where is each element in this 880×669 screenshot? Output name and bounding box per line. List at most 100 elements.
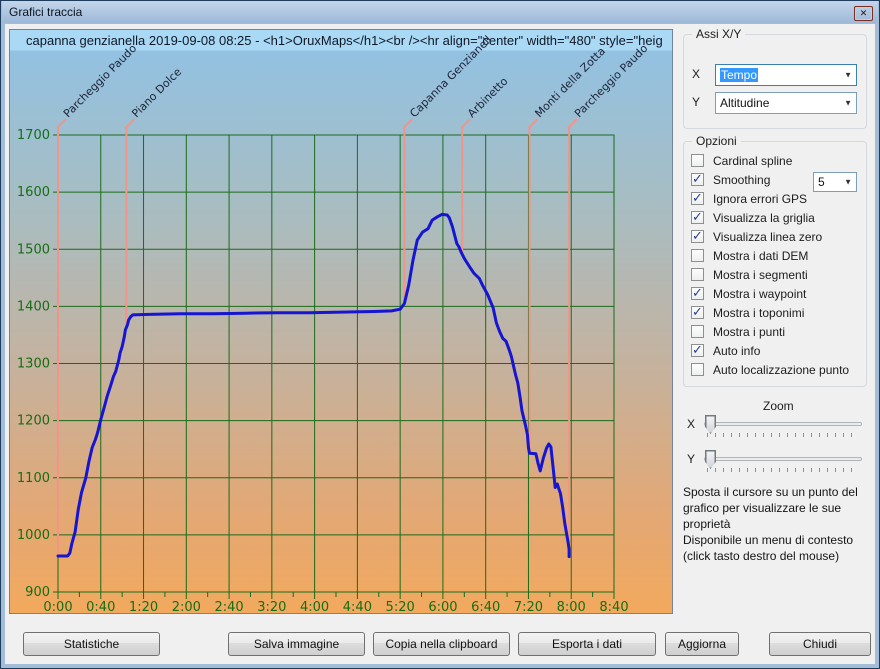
checkmark-icon: ✓ xyxy=(692,284,703,300)
svg-text:8:00: 8:00 xyxy=(557,600,586,615)
y-axis-selected-value: Altitudine xyxy=(720,96,770,110)
checkmark-icon: ✓ xyxy=(692,189,703,205)
title-bar[interactable]: Grafici traccia xyxy=(2,1,878,23)
option-label: Mostra i punti xyxy=(713,324,786,339)
option-label: Mostra i waypoint xyxy=(713,286,807,301)
option-row: Mostra i segmenti xyxy=(691,265,863,284)
close-button[interactable]: ✕ xyxy=(854,6,873,21)
x-axis-field-label: X xyxy=(692,67,701,81)
refresh-button[interactable]: Aggiorna xyxy=(665,632,739,656)
close-dialog-button-label: Chiudi xyxy=(802,637,838,651)
elevation-chart[interactable]: 900 1000 1100 1200 1300 1400 1500 1600 1700 0:00 0… xyxy=(10,33,674,615)
option-label: Smoothing xyxy=(713,172,771,187)
option-row: ✓ Auto info xyxy=(691,341,863,360)
checkmark-icon: ✓ xyxy=(692,170,703,186)
checkmark-icon: ✓ xyxy=(692,341,703,357)
option-checkbox[interactable]: ✓ xyxy=(691,341,704,357)
option-row: ✓ Visualizza linea zero xyxy=(691,227,863,246)
option-checkbox[interactable]: ✓ xyxy=(691,189,704,205)
option-checkbox[interactable] xyxy=(691,154,704,167)
svg-text:900: 900 xyxy=(25,585,50,600)
option-row: ✓ Mostra i toponimi xyxy=(691,303,863,322)
options-groupbox-legend: Opzioni xyxy=(692,134,741,148)
svg-text:1600: 1600 xyxy=(17,185,50,200)
svg-text:2:40: 2:40 xyxy=(214,600,243,615)
axes-groupbox: Assi X/Y xyxy=(683,27,867,129)
y-axis-select[interactable]: Altitudine ▼ xyxy=(715,92,857,114)
checkmark-icon: ✓ xyxy=(692,208,703,224)
svg-text:Piano Dolce: Piano Dolce xyxy=(129,65,184,120)
svg-text:Parcheggio Paudo: Parcheggio Paudo xyxy=(61,42,140,121)
svg-text:7:20: 7:20 xyxy=(514,600,543,615)
option-label: Visualizza linea zero xyxy=(713,229,823,244)
svg-text:1100: 1100 xyxy=(17,471,50,486)
option-checkbox[interactable] xyxy=(691,325,704,338)
refresh-button-label: Aggiorna xyxy=(677,637,727,651)
zoom-y-slider-ticks xyxy=(707,468,859,472)
chart-title: capanna genzianella 2019-09-08 08:25 - <… xyxy=(10,30,672,51)
help-line-1: Sposta il cursore su un punto del grafic… xyxy=(683,485,858,531)
option-checkbox[interactable] xyxy=(691,249,704,262)
svg-text:1000: 1000 xyxy=(17,528,50,543)
x-axis-select[interactable]: Tempo ▼ xyxy=(715,64,857,86)
chart-panel: capanna genzianella 2019-09-08 08:25 - <… xyxy=(9,29,674,615)
svg-text:Parcheggio Paudo: Parcheggio Paudo xyxy=(572,42,651,121)
export-data-button-label: Esporta i dati xyxy=(551,637,623,651)
statistics-button[interactable]: Statistiche xyxy=(23,632,160,656)
save-image-button[interactable]: Salva immagine xyxy=(228,632,365,656)
svg-text:1500: 1500 xyxy=(17,242,50,257)
option-checkbox[interactable]: ✓ xyxy=(691,284,704,300)
option-checkbox[interactable] xyxy=(691,363,704,376)
help-text: Sposta il cursore su un punto del grafic… xyxy=(683,484,873,564)
option-label: Auto localizzazione punto xyxy=(713,362,850,377)
copy-clipboard-button[interactable]: Copia nella clipboard xyxy=(373,632,510,656)
option-checkbox[interactable]: ✓ xyxy=(691,227,704,243)
smoothing-level-select[interactable]: 5 ▼ xyxy=(813,172,857,192)
svg-text:0:40: 0:40 xyxy=(86,600,115,615)
zoom-x-label: X xyxy=(687,417,696,431)
zoom-x-slider[interactable] xyxy=(704,415,862,434)
svg-text:4:00: 4:00 xyxy=(300,600,329,615)
option-label: Mostra i segmenti xyxy=(713,267,808,282)
zoom-x-slider-thumb[interactable] xyxy=(705,415,716,434)
chevron-down-icon: ▼ xyxy=(844,177,852,187)
zoom-y-slider[interactable] xyxy=(704,450,862,469)
save-image-button-label: Salva immagine xyxy=(253,637,340,651)
svg-text:5:20: 5:20 xyxy=(386,600,415,615)
close-dialog-button[interactable]: Chiudi xyxy=(769,632,871,656)
svg-text:Arbinetto: Arbinetto xyxy=(465,75,511,121)
options-groupbox: Opzioni xyxy=(683,134,867,387)
svg-text:1200: 1200 xyxy=(17,414,50,429)
svg-text:2:00: 2:00 xyxy=(172,600,201,615)
option-row: ✓ Visualizza la griglia xyxy=(691,208,863,227)
svg-text:6:00: 6:00 xyxy=(428,600,457,615)
svg-text:1300: 1300 xyxy=(17,357,50,372)
help-line-2: Disponibile un menu di contesto (click t… xyxy=(683,533,854,563)
x-axis-selected-value: Tempo xyxy=(720,68,759,82)
option-row: Mostra i dati DEM xyxy=(691,246,863,265)
option-row: Mostra i punti xyxy=(691,322,863,341)
svg-text:4:40: 4:40 xyxy=(343,600,372,615)
axes-groupbox-legend: Assi X/Y xyxy=(692,27,746,41)
svg-text:1:20: 1:20 xyxy=(129,600,158,615)
option-label: Cardinal spline xyxy=(713,153,793,168)
close-icon: ✕ xyxy=(859,8,868,18)
option-checkbox[interactable]: ✓ xyxy=(691,170,704,186)
zoom-x-slider-ticks xyxy=(707,433,859,437)
option-checkbox[interactable]: ✓ xyxy=(691,208,704,224)
option-row: ✓ Ignora errori GPS xyxy=(691,189,863,208)
option-checkbox[interactable] xyxy=(691,268,704,281)
zoom-y-label: Y xyxy=(687,452,696,466)
statistics-button-label: Statistiche xyxy=(63,637,120,651)
svg-text:1700: 1700 xyxy=(17,128,50,143)
export-data-button[interactable]: Esporta i dati xyxy=(518,632,656,656)
zoom-y-slider-thumb[interactable] xyxy=(705,450,716,469)
chevron-down-icon: ▼ xyxy=(844,98,852,108)
option-row: Auto localizzazione punto xyxy=(691,360,863,379)
option-label: Visualizza la griglia xyxy=(713,210,815,225)
copy-clipboard-button-label: Copia nella clipboard xyxy=(385,637,498,651)
option-row: ✓ Mostra i waypoint xyxy=(691,284,863,303)
option-checkbox[interactable]: ✓ xyxy=(691,305,704,319)
svg-text:3:20: 3:20 xyxy=(257,600,286,615)
checkmark-icon: ✓ xyxy=(692,227,703,243)
